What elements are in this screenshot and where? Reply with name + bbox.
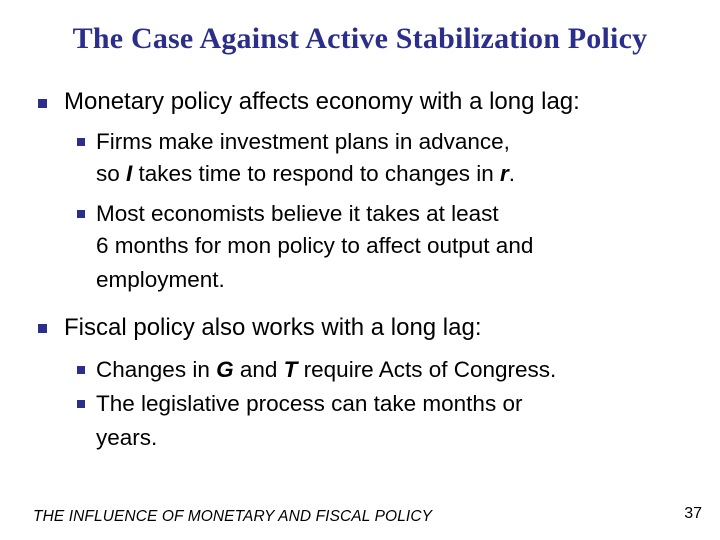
text-segment: and: [233, 357, 284, 382]
sub-bullet-line: years.: [96, 425, 158, 450]
variable-symbol: r: [500, 161, 509, 186]
page-number: 37: [684, 505, 702, 522]
text-segment: so: [96, 161, 127, 186]
sub-bullet-line: so I takes time to respond to changes in…: [96, 159, 515, 189]
square-bullet-icon: [77, 138, 85, 146]
slide-title: The Case Against Active Stabilization Po…: [72, 22, 648, 55]
square-bullet-icon: [77, 210, 85, 218]
footer-title: THE INFLUENCE OF MONETARY AND FISCAL POL…: [33, 508, 433, 525]
sub-bullet-line: The legislative process can take months …: [96, 391, 523, 416]
bullet-text: Fiscal policy also works with a long lag…: [64, 314, 482, 341]
sub-bullet-line: Changes in G and T require Acts of Congr…: [96, 355, 556, 385]
text-segment: Changes in: [96, 357, 217, 382]
text-segment: takes time to respond to changes in: [132, 161, 500, 186]
sub-bullet-line: Most economists believe it takes at leas…: [96, 201, 499, 226]
bullet-text: Monetary policy affects economy with a l…: [64, 88, 580, 115]
variable-symbol: G: [216, 357, 234, 382]
square-bullet-icon: [38, 324, 47, 333]
text-segment: .: [508, 161, 516, 186]
variable-symbol: T: [283, 357, 298, 382]
square-bullet-icon: [38, 99, 47, 108]
text-segment: require Acts of Congress.: [297, 357, 557, 382]
sub-bullet-line: employment.: [96, 267, 225, 292]
sub-bullet-line: Firms make investment plans in advance,: [96, 129, 510, 154]
sub-bullet-line: 6 months for mon policy to affect output…: [96, 233, 534, 258]
square-bullet-icon: [77, 400, 85, 408]
square-bullet-icon: [77, 366, 85, 374]
variable-symbol: I: [126, 161, 133, 186]
